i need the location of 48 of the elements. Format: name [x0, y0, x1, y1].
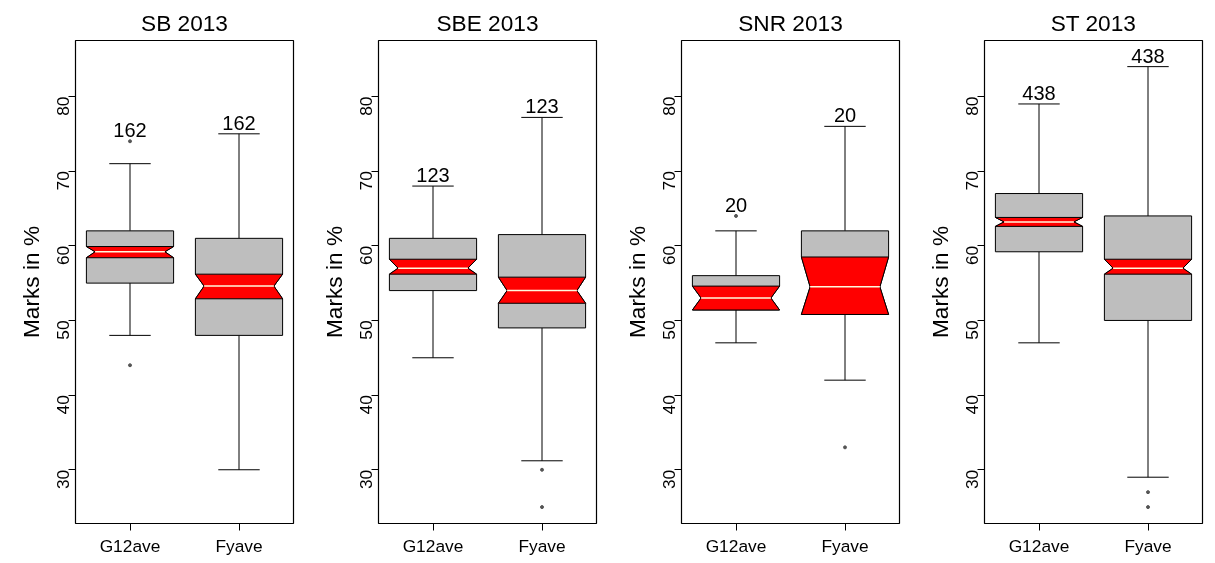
y-tick-label: 80 — [356, 96, 377, 116]
chart-title: SB 2013 — [141, 9, 228, 36]
y-tick-label: 80 — [962, 96, 983, 116]
y-tick-label: 50 — [53, 320, 74, 340]
y-tick-label: 70 — [659, 171, 680, 191]
y-tick-label: 60 — [962, 245, 983, 266]
y-tick-label: 60 — [356, 245, 377, 266]
x-tick-label: Fyave — [1124, 535, 1172, 556]
chart-title: SBE 2013 — [436, 9, 539, 36]
y-axis-title: Marks in % — [926, 225, 953, 339]
y-tick-label: 80 — [659, 96, 680, 116]
y-tick-label: 30 — [53, 469, 74, 490]
y-tick-label: 50 — [356, 320, 377, 340]
y-tick-label: 40 — [53, 395, 74, 415]
y-tick-label: 80 — [53, 96, 74, 116]
annotation: 162 — [222, 111, 256, 134]
x-tick-label: G12ave — [705, 535, 767, 556]
annotation: 20 — [833, 104, 857, 127]
y-tick-label: 30 — [356, 469, 377, 490]
y-tick-label: 50 — [659, 320, 680, 340]
x-tick-label: Fyave — [821, 535, 869, 556]
y-axis-title: Marks in % — [623, 225, 650, 339]
y-tick-label: 70 — [962, 171, 983, 191]
y-axis-title: Marks in % — [17, 225, 44, 339]
y-tick-label: 30 — [962, 469, 983, 490]
x-tick-label: G12ave — [99, 535, 161, 556]
y-tick-label: 40 — [356, 395, 377, 415]
y-tick-label: 40 — [962, 395, 983, 415]
chart-title: SNR 2013 — [738, 9, 843, 36]
y-tick-label: 70 — [356, 171, 377, 191]
x-tick-label: Fyave — [518, 535, 566, 556]
chart-title: ST 2013 — [1050, 9, 1136, 36]
y-axis-title: Marks in % — [320, 225, 347, 339]
annotation: 123 — [525, 95, 559, 118]
y-tick-label: 70 — [53, 171, 74, 191]
y-tick-label: 60 — [53, 245, 74, 266]
x-tick-label: Fyave — [215, 535, 263, 556]
y-tick-label: 50 — [962, 320, 983, 340]
annotation: 438 — [1022, 81, 1056, 104]
annotation: 20 — [724, 193, 748, 216]
x-tick-label: G12ave — [402, 535, 464, 556]
annotation: 123 — [416, 164, 450, 187]
y-tick-label: 40 — [659, 395, 680, 415]
y-tick-label: 60 — [659, 245, 680, 266]
y-tick-label: 30 — [659, 469, 680, 490]
annotation: 438 — [1131, 44, 1165, 67]
x-tick-label: G12ave — [1008, 535, 1070, 556]
annotation: 162 — [113, 119, 147, 142]
